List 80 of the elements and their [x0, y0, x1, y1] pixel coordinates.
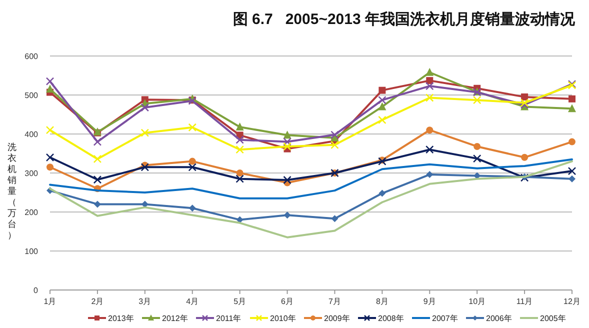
x-tick-label: 3月 [138, 297, 152, 306]
point [140, 128, 150, 137]
point [188, 158, 196, 165]
x-tick-label: 2月 [91, 297, 104, 306]
point [426, 171, 434, 178]
point [93, 154, 102, 164]
point [93, 138, 102, 146]
point [521, 154, 528, 161]
point [378, 116, 386, 124]
y-tick-label: 500 [24, 91, 39, 100]
point [46, 126, 54, 134]
point [331, 215, 338, 222]
point [188, 123, 197, 132]
point [568, 166, 576, 176]
point [283, 130, 292, 139]
x-tick-label: 5月 [234, 297, 246, 306]
point [46, 84, 54, 93]
legend-label: 2007年 [432, 314, 458, 323]
point [46, 153, 54, 162]
chart-title: 图 6.7 2005~2013 年我国洗衣机月度销量波动情况 [232, 10, 576, 28]
y-tick-label: 300 [24, 169, 39, 178]
point [283, 138, 292, 146]
point [330, 130, 339, 139]
text: 洗衣机销量（万台） [8, 142, 16, 240]
point [283, 176, 292, 184]
x-tick-label: 9月 [423, 297, 436, 306]
point [425, 82, 434, 90]
point [46, 164, 54, 171]
point [236, 174, 244, 183]
point [426, 68, 434, 76]
point [568, 95, 576, 102]
point [521, 93, 528, 100]
y-tick-label: 600 [24, 52, 39, 61]
x-tick-label: 10月 [468, 297, 486, 306]
x-tick-label: 12月 [564, 297, 580, 306]
x-tick-label: 4月 [186, 297, 199, 306]
x-tick-label: 11月 [516, 297, 533, 306]
x-tick-label: 7月 [328, 297, 341, 306]
point [568, 138, 576, 146]
legend-label: 2008年 [378, 314, 404, 323]
point [284, 212, 291, 219]
point [425, 145, 434, 154]
y-tick-label: 0 [34, 286, 39, 295]
point [140, 163, 150, 172]
point [46, 77, 54, 86]
point [188, 163, 197, 172]
legend-label: 2009年 [324, 314, 350, 323]
point [93, 175, 102, 184]
point [188, 204, 196, 212]
point [378, 190, 386, 197]
y-tick-label: 400 [24, 130, 39, 139]
legend-label: 2013年 [108, 314, 134, 323]
point [568, 104, 576, 112]
point [236, 170, 244, 176]
y-tick-label: 200 [24, 208, 39, 217]
x-tick-label: 6月 [281, 297, 294, 306]
legend-label: 2006年 [486, 314, 512, 323]
point [94, 200, 101, 208]
point [568, 175, 576, 182]
x-tick-label: 8月 [376, 297, 388, 306]
legend-label: 2010年 [270, 314, 296, 323]
point [472, 154, 482, 163]
y-tick-label: 100 [24, 247, 39, 256]
point [236, 145, 244, 154]
point [378, 96, 386, 104]
legend-label: 2011年 [216, 314, 242, 323]
point [378, 102, 386, 110]
point [236, 122, 244, 130]
point [426, 126, 434, 134]
legend-label: 2012年 [162, 314, 188, 323]
point [330, 140, 339, 150]
x-tick-label: 1月 [44, 297, 56, 306]
point [425, 94, 434, 102]
point [236, 136, 244, 144]
legend-label: 2005年 [540, 314, 566, 323]
point [283, 142, 292, 151]
point [472, 96, 482, 104]
point [378, 86, 386, 94]
point [140, 103, 150, 112]
point [474, 142, 481, 150]
